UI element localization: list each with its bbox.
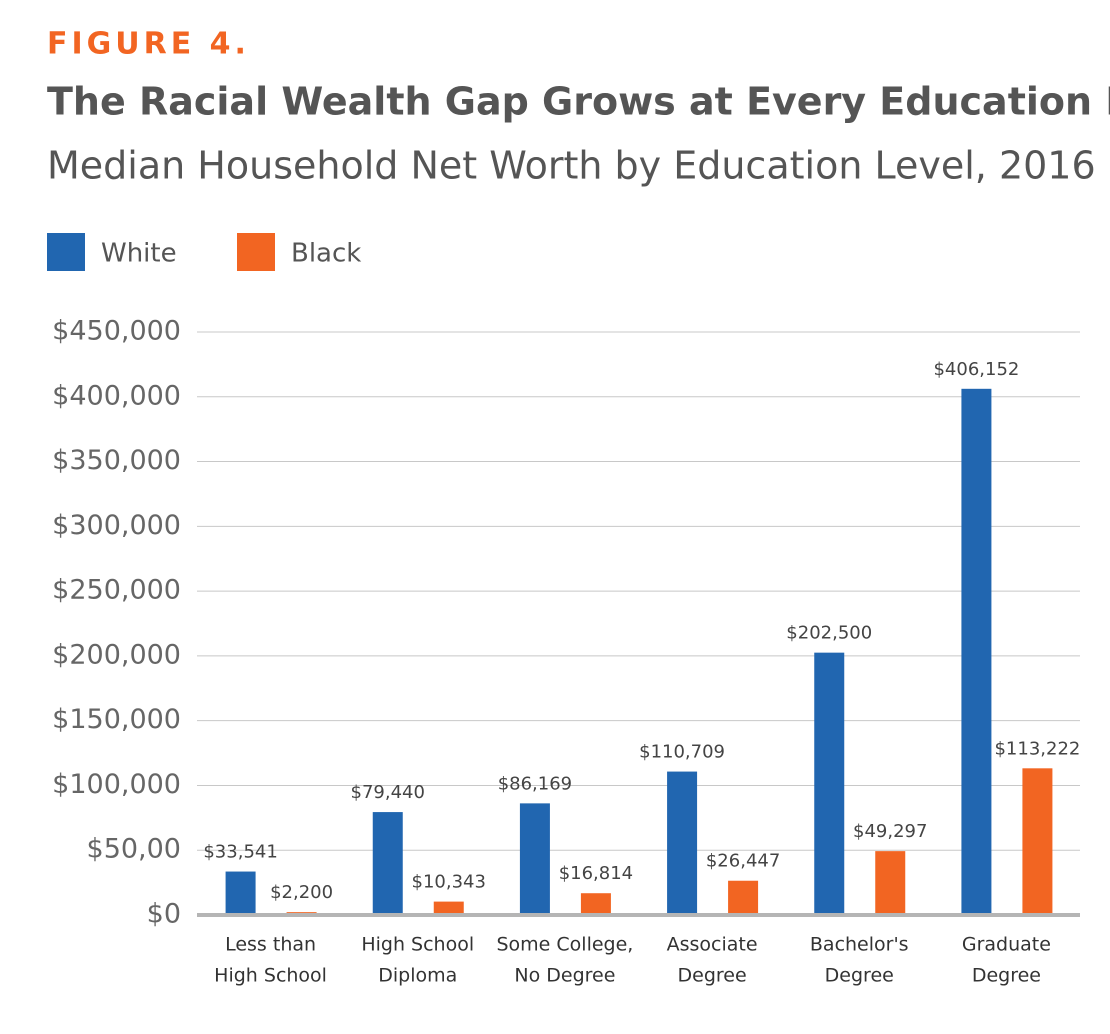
- value-label: $26,447: [706, 851, 780, 872]
- y-tick-label: $0: [147, 899, 181, 930]
- x-tick-label: High School: [214, 965, 327, 987]
- y-tick-label: $50,00: [87, 834, 181, 865]
- bar: [814, 652, 845, 915]
- legend-label: Black: [291, 239, 361, 269]
- x-tick-label: Associate: [667, 934, 758, 956]
- x-tick-label: Diploma: [378, 965, 457, 987]
- value-label: $33,541: [203, 842, 277, 863]
- y-tick-label: $400,000: [52, 380, 181, 411]
- value-label: $202,500: [786, 623, 872, 644]
- value-label: $79,440: [351, 782, 425, 803]
- bar: [580, 893, 611, 915]
- bar: [519, 803, 550, 915]
- bar: [433, 901, 464, 915]
- figure-label: FIGURE 4.: [47, 27, 250, 62]
- y-tick-label: $200,000: [52, 639, 181, 670]
- x-tick-label: Degree: [678, 965, 747, 987]
- y-tick-label: $150,000: [52, 704, 181, 735]
- value-label: $2,200: [270, 882, 333, 903]
- x-tick-label: High School: [361, 934, 474, 956]
- value-label: $86,169: [498, 773, 572, 794]
- x-tick-label: No Degree: [514, 965, 615, 987]
- x-tick-label: Degree: [972, 965, 1041, 987]
- bar: [372, 812, 403, 915]
- bar: [1022, 768, 1053, 915]
- legend-swatch: [47, 233, 85, 271]
- chart-subtitle: Median Household Net Worth by Education …: [47, 144, 1096, 188]
- value-label: $113,222: [994, 738, 1080, 759]
- chart-title: The Racial Wealth Gap Grows at Every Edu…: [47, 80, 1110, 124]
- x-tick-label: Graduate: [962, 934, 1051, 956]
- value-label: $10,343: [412, 872, 486, 893]
- bar: [667, 771, 698, 915]
- y-tick-label: $300,000: [52, 510, 181, 541]
- x-tick-label: Bachelor's: [810, 934, 909, 956]
- bar: [225, 871, 256, 915]
- y-tick-label: $100,000: [52, 769, 181, 800]
- legend-label: White: [101, 239, 177, 269]
- x-tick-label: Less than: [225, 934, 316, 956]
- value-label: $16,814: [559, 863, 633, 884]
- bar: [875, 851, 906, 915]
- x-tick-label: Some College,: [496, 934, 633, 956]
- value-label: $406,152: [933, 359, 1019, 380]
- value-label: $110,709: [639, 742, 725, 763]
- y-tick-label: $450,000: [52, 316, 181, 347]
- y-tick-label: $250,000: [52, 575, 181, 606]
- bar: [961, 388, 992, 916]
- legend-swatch: [237, 233, 275, 271]
- bar: [728, 880, 759, 915]
- value-label: $49,297: [853, 821, 927, 842]
- y-tick-label: $350,000: [52, 445, 181, 476]
- x-tick-label: Degree: [825, 965, 894, 987]
